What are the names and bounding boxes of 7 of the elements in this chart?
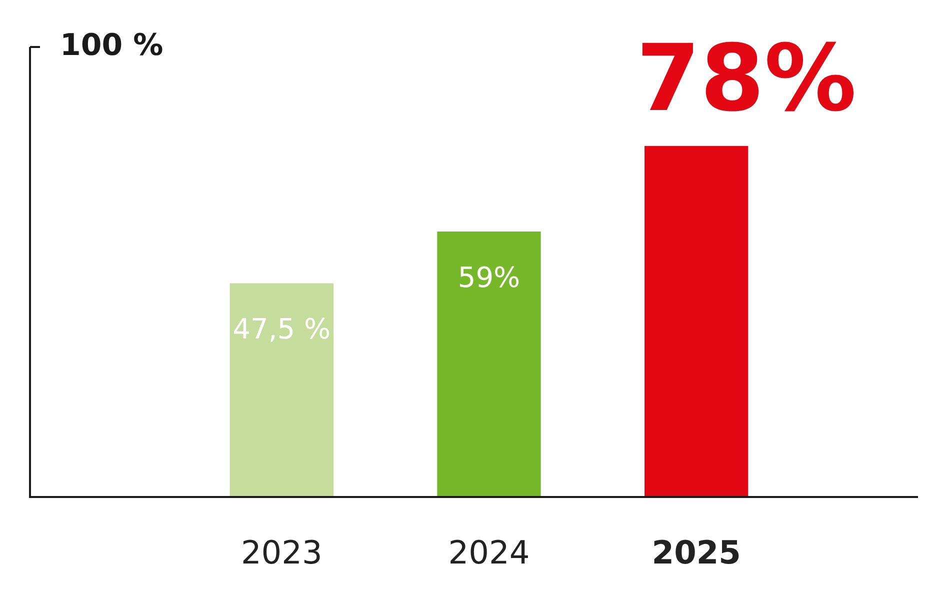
data-label: 78% [636, 25, 856, 132]
x-tick-label: 2025 [652, 533, 741, 572]
y-tick-label: 100 % [60, 28, 164, 63]
data-label: 59% [458, 260, 520, 294]
x-tick-label: 2024 [448, 533, 530, 572]
data-label: 47,5 % [232, 312, 331, 346]
x-tick-label: 2023 [240, 533, 322, 572]
